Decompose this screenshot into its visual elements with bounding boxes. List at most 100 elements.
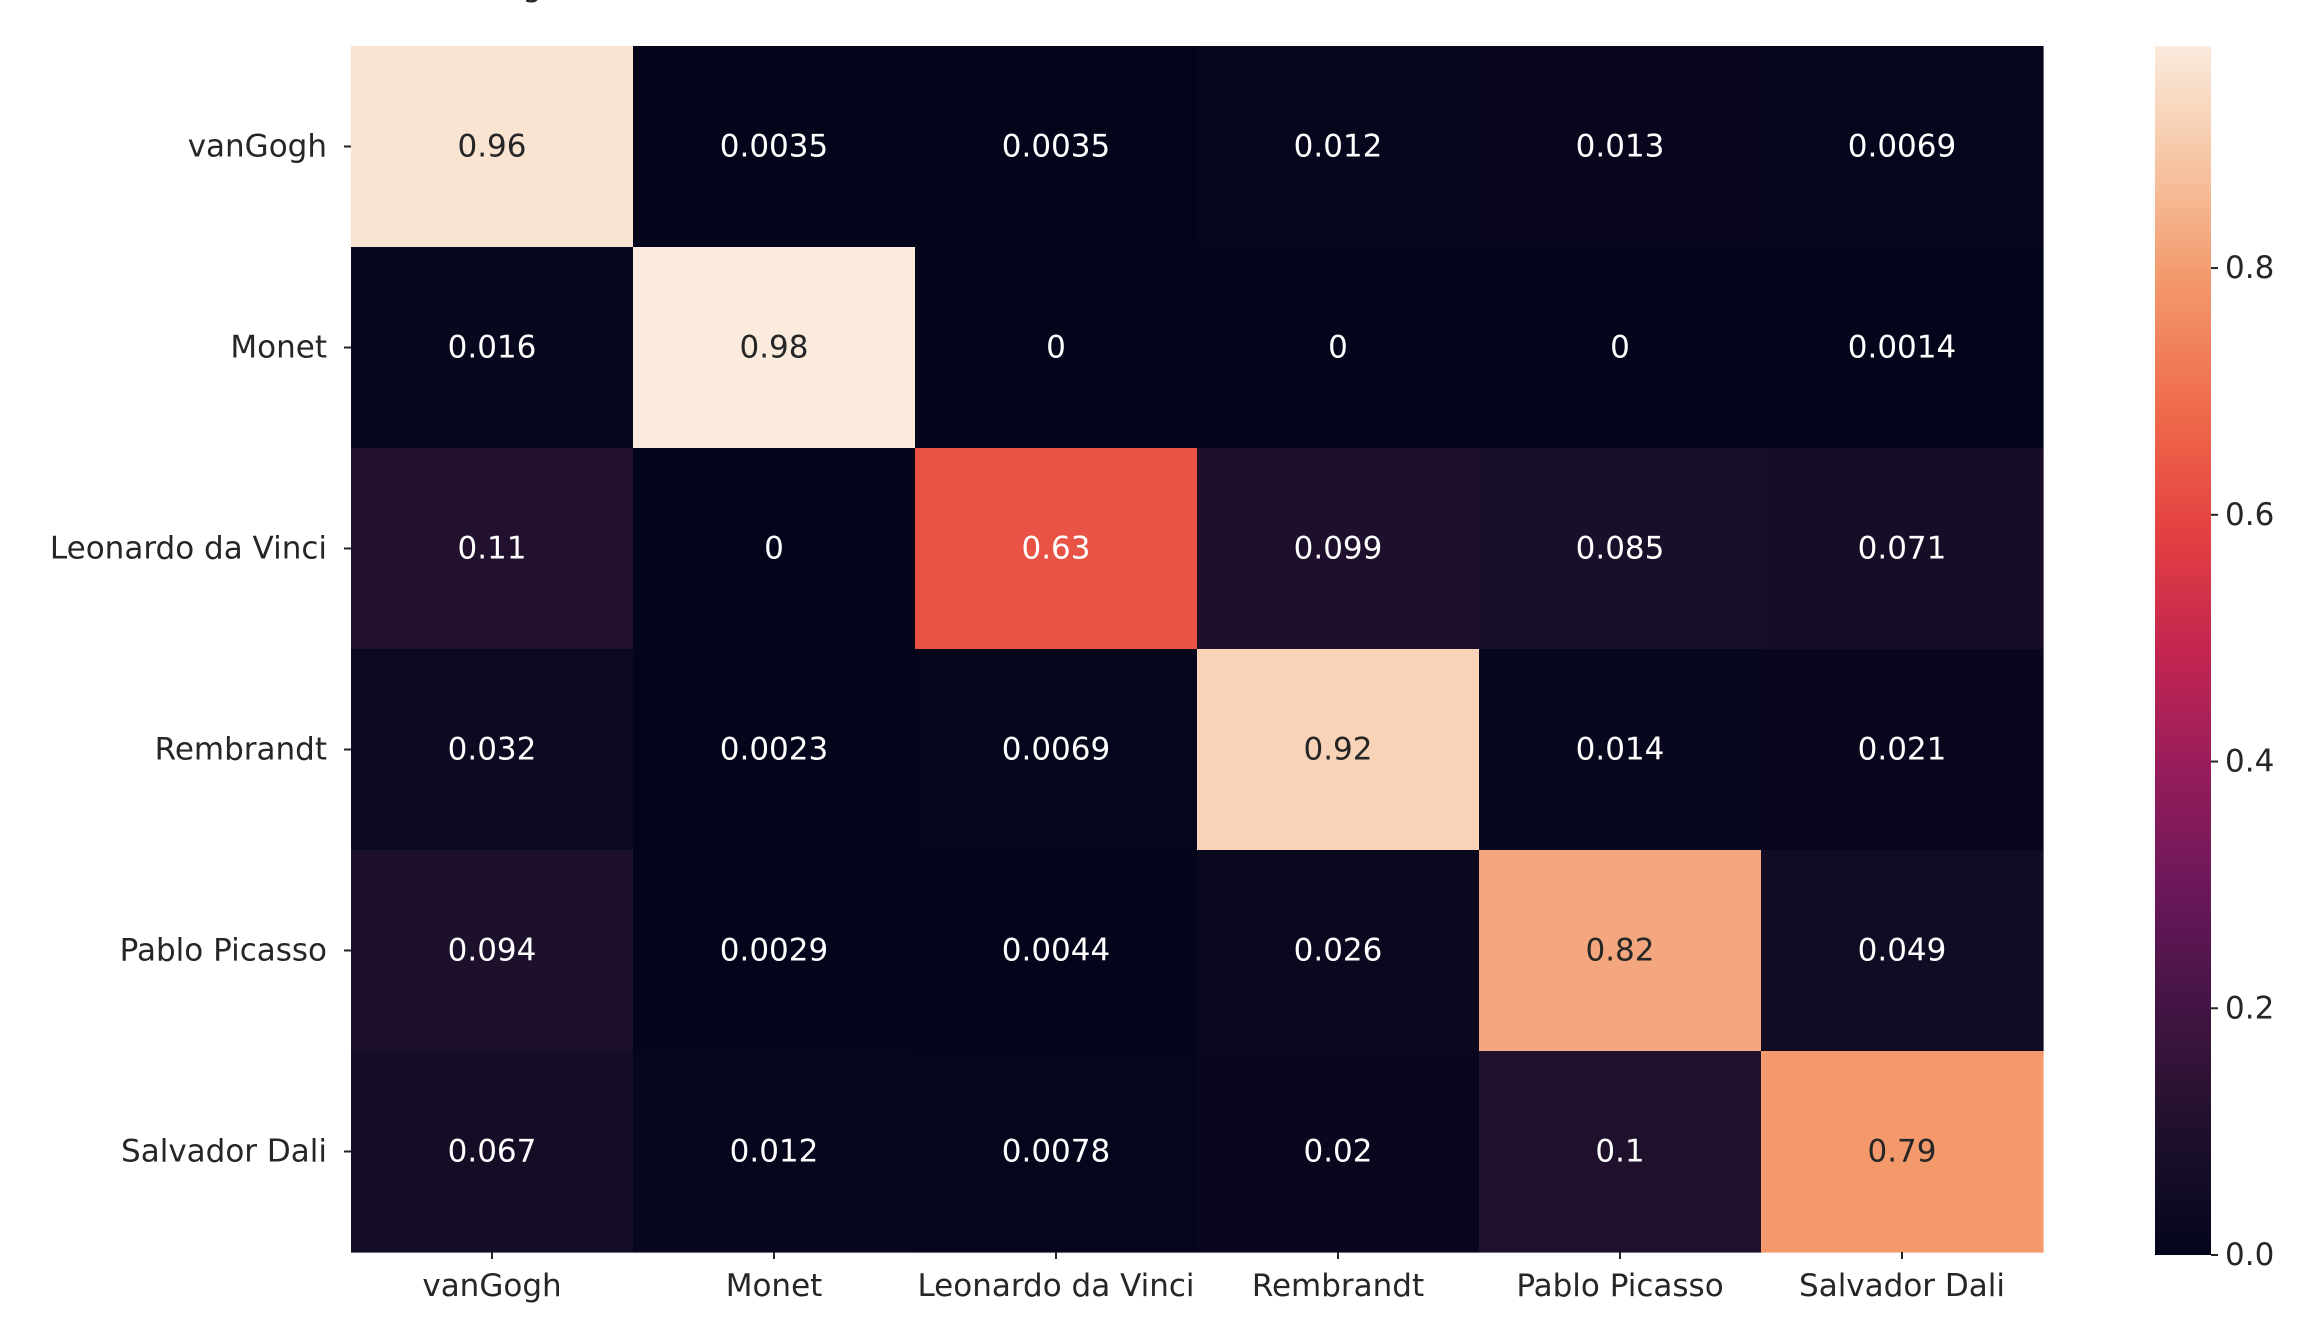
cell-value-label: 0.98 bbox=[739, 330, 808, 366]
heatmap-cell bbox=[1761, 1051, 2044, 1253]
heatmap-cell bbox=[633, 1051, 916, 1253]
heatmap-cell bbox=[1761, 649, 2044, 851]
row-tick-label: Leonardo da Vinci bbox=[50, 531, 327, 567]
cell-value-label: 0.0078 bbox=[1002, 1134, 1110, 1170]
heatmap-cell bbox=[915, 850, 1198, 1052]
cell-value-label: 0 bbox=[764, 531, 784, 567]
heatmap-cell bbox=[1761, 247, 2044, 449]
heatmap-cell bbox=[351, 448, 634, 650]
cell-value-label: 0.067 bbox=[448, 1134, 537, 1170]
cell-value-label: 0.013 bbox=[1576, 129, 1665, 165]
cell-value-label: 0.012 bbox=[1294, 129, 1383, 165]
cell-value-label: 0.014 bbox=[1576, 732, 1665, 768]
row-tick-label: Rembrandt bbox=[155, 732, 327, 768]
cell-value-label: 0.0035 bbox=[720, 129, 828, 165]
cell-value-label: 0.016 bbox=[448, 330, 537, 366]
heatmap-cell bbox=[1761, 448, 2044, 650]
heatmap-cell bbox=[1197, 448, 1480, 650]
cell-value-label: 0.1 bbox=[1595, 1134, 1644, 1170]
heatmap-cell bbox=[915, 247, 1198, 449]
cell-value-label: 0.026 bbox=[1294, 933, 1383, 969]
column-tick-label: Rembrandt bbox=[1252, 1268, 1424, 1304]
cell-value-label: 0.11 bbox=[457, 531, 526, 567]
cell-value-label: 0.96 bbox=[457, 129, 526, 165]
cell-value-label: 0.0014 bbox=[1848, 330, 1956, 366]
heatmap-cell bbox=[633, 850, 916, 1052]
heatmap-cell bbox=[1761, 850, 2044, 1052]
colorbar: 0.0 0.2 0.4 0.6 0.8 bbox=[2155, 46, 2274, 1273]
cell-value-label: 0.0044 bbox=[1002, 933, 1110, 969]
top-axis-tick-label: Monet bbox=[726, 0, 823, 4]
cell-value-label: 0.0023 bbox=[720, 732, 828, 768]
cell-value-label: 0.0035 bbox=[1002, 129, 1110, 165]
heatmap-cell bbox=[351, 649, 634, 851]
colorbar-tick-label: 0.6 bbox=[2225, 497, 2274, 533]
heatmap-cell bbox=[351, 46, 634, 248]
cell-value-label: 0.049 bbox=[1858, 933, 1947, 969]
row-tick-labels: vanGogh Monet Leonardo da Vinci Rembrandt Pa… bbox=[50, 129, 351, 1170]
heatmap-cell bbox=[915, 1051, 1198, 1253]
column-tick-label: Pablo Picasso bbox=[1516, 1268, 1723, 1304]
top-axis-tick-label: Pablo Picasso bbox=[1516, 0, 1723, 4]
heatmap-cell bbox=[1479, 46, 1762, 248]
heatmap-cell bbox=[1197, 247, 1480, 449]
top-axis-tick-label: Leonardo da Vinci bbox=[917, 0, 1194, 4]
heatmap-cell bbox=[633, 247, 916, 449]
cell-value-label: 0.0069 bbox=[1848, 129, 1956, 165]
heatmap-cell bbox=[633, 448, 916, 650]
column-tick-label: vanGogh bbox=[422, 1268, 561, 1304]
row-tick-label: Salvador Dali bbox=[121, 1134, 327, 1170]
colorbar-tick-label: 0.4 bbox=[2225, 744, 2274, 780]
cell-value-label: 0.071 bbox=[1858, 531, 1947, 567]
column-tick-labels: vanGogh Monet Leonardo da Vinci Rembrandt Pa… bbox=[422, 1252, 2005, 1304]
heatmap-cell bbox=[351, 850, 634, 1052]
cell-value-label: 0.099 bbox=[1294, 531, 1383, 567]
heatmap-cell bbox=[1479, 850, 1762, 1052]
heatmap-cell bbox=[1197, 1051, 1480, 1253]
heatmap-cell bbox=[351, 247, 634, 449]
heatmap-cell bbox=[1479, 649, 1762, 851]
heatmap-cell bbox=[1761, 46, 2044, 248]
heatmap-cell bbox=[915, 46, 1198, 248]
heatmap-cell bbox=[915, 649, 1198, 851]
column-tick-label: Leonardo da Vinci bbox=[917, 1268, 1194, 1304]
heatmap-cell bbox=[633, 46, 916, 248]
column-tick-label: Salvador Dali bbox=[1799, 1268, 2005, 1304]
cell-value-label: 0.82 bbox=[1585, 933, 1654, 969]
colorbar-tick-label: 0.8 bbox=[2225, 250, 2274, 286]
top-axis-tick-label: Rembrandt bbox=[1252, 0, 1424, 4]
top-axis-tick-label: vanGogh bbox=[422, 0, 561, 4]
colorbar-gradient bbox=[2155, 46, 2211, 1255]
cell-value-label: 0.0069 bbox=[1002, 732, 1110, 768]
heatmap-cell bbox=[633, 649, 916, 851]
row-tick-label: Monet bbox=[230, 330, 327, 366]
cell-value-label: 0.02 bbox=[1303, 1134, 1372, 1170]
cell-value-label: 0 bbox=[1046, 330, 1066, 366]
cell-value-label: 0 bbox=[1328, 330, 1348, 366]
heatmap-cell bbox=[915, 448, 1198, 650]
cell-value-label: 0.085 bbox=[1576, 531, 1665, 567]
colorbar-tick-label: 0.2 bbox=[2225, 990, 2274, 1026]
cell-value-label: 0.021 bbox=[1858, 732, 1947, 768]
top-axis-tick-labels: vanGogh Monet Leonardo da Vinci Rembrandt Pa… bbox=[422, 0, 2005, 4]
heatmap-cell bbox=[1479, 247, 1762, 449]
heatmap-cell bbox=[1479, 448, 1762, 650]
cell-value-label: 0.0029 bbox=[720, 933, 828, 969]
column-tick-label: Monet bbox=[726, 1268, 823, 1304]
heatmap-cell bbox=[1479, 1051, 1762, 1253]
heatmap-cell bbox=[1197, 46, 1480, 248]
cell-value-label: 0.094 bbox=[448, 933, 537, 969]
cell-value-label: 0 bbox=[1610, 330, 1630, 366]
colorbar-tick-label: 0.0 bbox=[2225, 1237, 2274, 1273]
cell-value-label: 0.012 bbox=[730, 1134, 819, 1170]
heatmap-cell bbox=[351, 1051, 634, 1253]
cell-value-label: 0.79 bbox=[1867, 1134, 1936, 1170]
top-axis-tick-label: Salvador Dali bbox=[1799, 0, 2005, 4]
cell-value-label: 0.032 bbox=[448, 732, 537, 768]
heatmap-cell bbox=[1197, 850, 1480, 1052]
heatmap-cells: 0.96 0.0035 0.0035 0.012 0.013 0.0069 0.016 0.9… bbox=[351, 46, 2044, 1253]
cell-value-label: 0.92 bbox=[1303, 732, 1372, 768]
cell-value-label: 0.63 bbox=[1021, 531, 1090, 567]
row-tick-label: vanGogh bbox=[188, 129, 327, 165]
